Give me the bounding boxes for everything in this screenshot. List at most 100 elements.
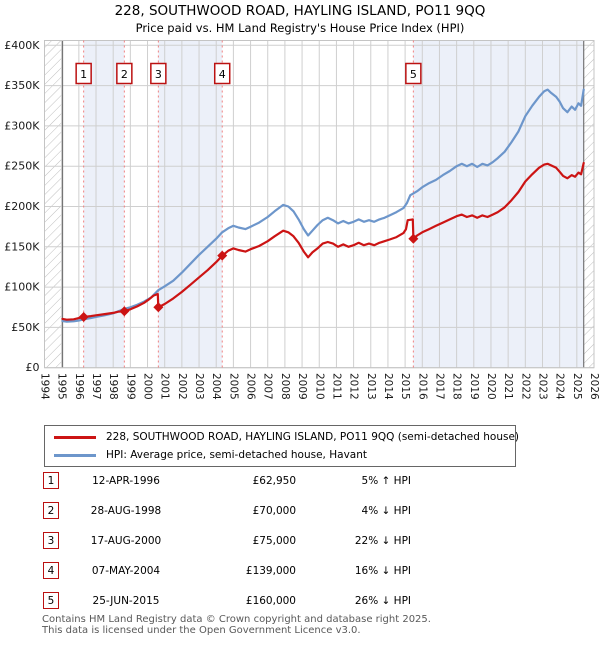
x-axis-label: 2018 [451,373,463,400]
x-axis-label: 2001 [159,373,171,400]
marker-badge-number: 4 [219,68,226,81]
sale-diamond [78,311,89,322]
legend-label: HPI: Average price, semi-detached house,… [106,449,367,461]
x-axis-label: 2020 [485,373,497,400]
no-data-hatch [583,40,594,368]
transaction-price: £62,950 [252,474,296,487]
y-axis-label: £100K [4,281,40,294]
y-axis-label: £50K [11,321,40,334]
x-axis-label: 2025 [571,373,583,400]
marker-badge [405,62,422,85]
transaction-number-badge: 1 [43,472,59,489]
transaction-date: 25-JUN-2015 [92,594,160,607]
sale-diamond [119,306,130,317]
transaction-price: £70,000 [252,504,296,517]
x-axis-label: 2023 [536,373,548,400]
transaction-date: 07-MAY-2004 [91,564,161,577]
table-row: 2 28-AUG-1998 £70,000 4% ↓ HPI [43,502,563,519]
transaction-price: £75,000 [252,534,296,547]
x-axis-label: 2024 [554,373,566,400]
x-axis-label: 2015 [399,373,411,400]
y-axis-label: £200K [4,200,40,213]
transaction-hpi-delta: 4% ↓ HPI [361,504,411,517]
table-row: 5 25-JUN-2015 £160,000 26% ↓ HPI [43,592,563,609]
x-axis-label: 1999 [124,373,136,400]
price-history-chart[interactable]: 1 2 3 4 5 £0 £50K £100K £150K £200K £250K £300K £350… [0,0,600,420]
x-axis-label: 2016 [416,373,428,400]
marker-badge-number: 5 [410,68,417,81]
marker-badge [75,62,92,85]
x-axis-label: 2011 [330,373,342,400]
x-axis-label: 2009 [296,373,308,400]
x-axis-label: 2007 [262,373,274,400]
marker-badge [150,62,167,85]
marker-badge [213,62,231,85]
transaction-hpi-delta: 22% ↓ HPI [354,534,411,547]
x-axis-label: 2017 [433,373,445,400]
marker-badge-number: 1 [80,68,87,81]
x-axis-label: 2008 [279,373,291,400]
x-axis-label: 2026 [588,373,600,400]
transaction-date: 17-AUG-2000 [90,534,162,547]
y-axis-label: £400K [4,39,40,52]
ownership-band [413,40,584,368]
transaction-number-badge: 2 [43,502,59,519]
x-axis-label: 2006 [245,373,257,400]
x-axis-label: 2013 [365,373,377,400]
x-axis-label: 1995 [56,373,68,400]
transaction-hpi-delta: 16% ↓ HPI [354,564,411,577]
legend-item: 228, SOUTHWOOD ROAD, HAYLING ISLAND, PO1… [54,430,519,445]
sale-diamond [408,233,419,244]
x-axis-label: 2005 [227,373,239,400]
transaction-price: £139,000 [245,564,296,577]
table-row: 1 12-APR-1996 £62,950 5% ↑ HPI [43,472,563,489]
y-axis-label: £300K [4,119,40,132]
x-axis-label: 2010 [313,373,325,400]
transaction-number-badge: 3 [43,532,59,549]
footer-line-2: This data is licensed under the Open Gov… [42,625,361,636]
footer-line-1: Contains HM Land Registry data © Crown c… [42,614,431,625]
y-axis-label: £0 [26,361,40,374]
marker-badge-number: 2 [121,68,128,81]
y-axis-label: £150K [4,240,40,253]
sale-diamond [217,250,228,261]
marker-badge [116,62,133,85]
plot-border [44,40,595,369]
page-subtitle: Price paid vs. HM Land Registry's House … [135,21,465,35]
legend-line-swatch [54,435,96,439]
x-axis-label: 2012 [348,373,360,400]
marker-badge-number: 3 [155,68,162,81]
price-paid-line [61,161,585,321]
x-axis-label: 1994 [39,373,51,400]
x-axis-label: 2019 [468,373,480,400]
x-axis-label: 2022 [519,373,531,400]
x-axis-label: 2000 [142,373,154,400]
hpi-line [61,88,585,323]
no-data-hatch [44,40,63,368]
license-footer: Contains HM Land Registry data © Crown c… [42,614,431,636]
legend-label: 228, SOUTHWOOD ROAD, HAYLING ISLAND, PO1… [106,431,520,443]
table-row: 4 07-MAY-2004 £139,000 16% ↓ HPI [43,562,563,579]
x-axis-label: 2014 [382,373,394,400]
legend-line-swatch [54,453,96,457]
ownership-band [158,40,223,368]
x-axis-label: 2003 [193,373,205,400]
x-axis-label: 1998 [107,373,119,400]
x-axis-label: 2002 [176,373,188,400]
transaction-price: £160,000 [245,594,296,607]
x-axis-label: 1996 [73,373,85,400]
transaction-date: 28-AUG-1998 [90,504,162,517]
transaction-date: 12-APR-1996 [92,474,160,487]
legend-item: HPI: Average price, semi-detached house,… [54,448,515,463]
transaction-number-badge: 4 [43,562,59,579]
transaction-hpi-delta: 5% ↑ HPI [361,474,411,487]
chart-legend: 228, SOUTHWOOD ROAD, HAYLING ISLAND, PO1… [44,425,519,467]
x-axis-label: 2021 [502,373,514,400]
transaction-hpi-delta: 26% ↓ HPI [354,594,411,607]
page-title: 228, SOUTHWOOD ROAD, HAYLING ISLAND, PO1… [114,3,486,19]
y-axis-label: £350K [4,79,40,92]
sale-diamond [153,302,164,313]
transaction-number-badge: 5 [43,592,59,609]
x-axis-label: 2004 [210,373,222,400]
